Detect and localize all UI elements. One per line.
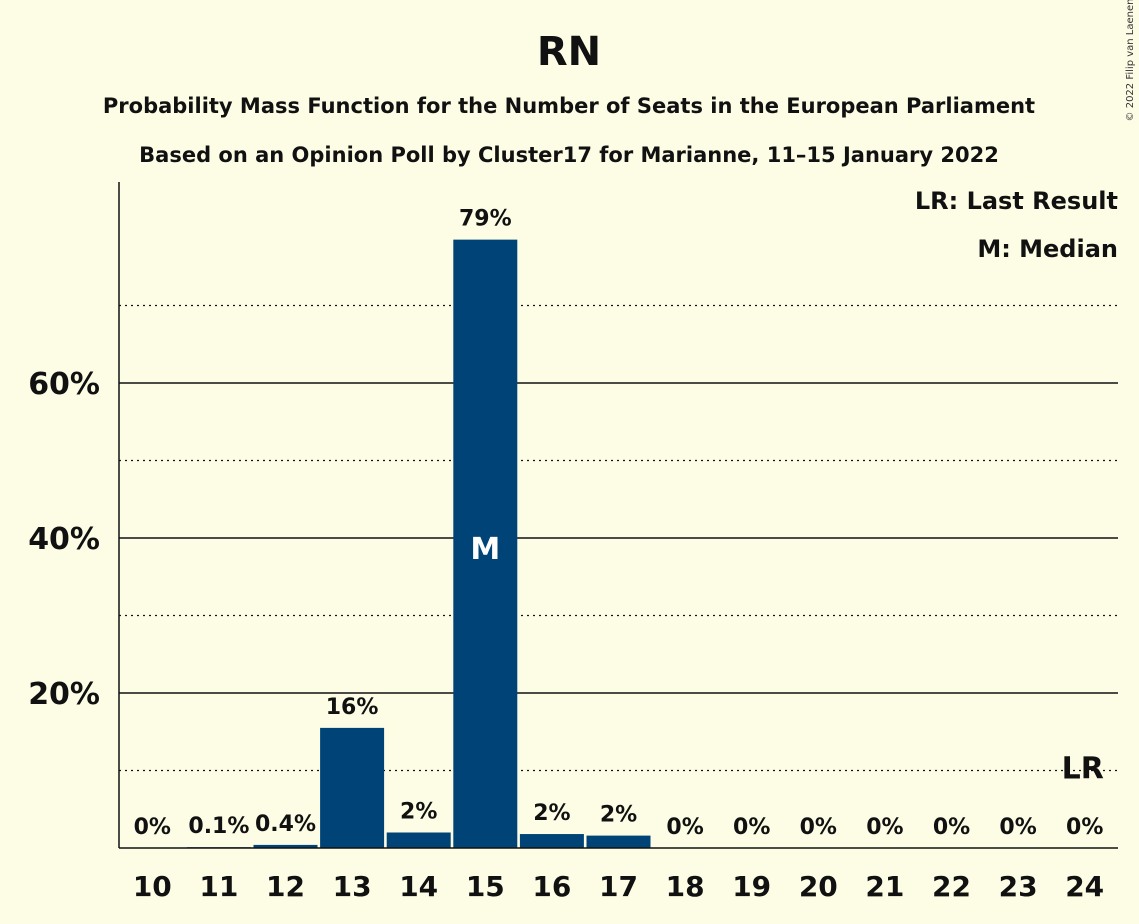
data-label-14: 2% <box>400 800 437 825</box>
bar-16 <box>519 834 584 848</box>
data-label-16: 2% <box>533 801 570 826</box>
data-label-17: 2% <box>600 803 637 828</box>
bars <box>186 239 651 848</box>
y-tick-label: 60% <box>28 367 100 402</box>
x-tick-label-18: 18 <box>666 870 705 903</box>
x-tick-label-16: 16 <box>532 870 571 903</box>
bar-17 <box>586 835 651 848</box>
bar-14 <box>386 832 451 848</box>
x-tick-label-23: 23 <box>999 870 1038 903</box>
data-label-20: 0% <box>800 815 837 840</box>
x-tick-label-10: 10 <box>133 870 172 903</box>
last-result-marker: LR <box>1062 752 1104 787</box>
data-label-22: 0% <box>933 815 970 840</box>
data-label-24: 0% <box>1066 815 1103 840</box>
chart-title: RN <box>537 29 601 75</box>
bar-12 <box>253 844 318 848</box>
labels: 20% 40% 60% 0% 10 0.1% 11 0.4% 12 16% 13 2% 14 79% 15 M… <box>28 207 1104 903</box>
bar-13 <box>320 727 385 848</box>
x-tick-label-24: 24 <box>1065 870 1104 903</box>
data-label-15: 79% <box>459 207 512 232</box>
data-label-18: 0% <box>666 815 703 840</box>
x-tick-label-14: 14 <box>399 870 438 903</box>
data-label-10: 0% <box>134 815 171 840</box>
grid <box>119 304 1118 772</box>
y-tick-label: 40% <box>28 522 100 557</box>
data-label-12: 0.4% <box>255 812 316 837</box>
x-tick-label-15: 15 <box>466 870 505 903</box>
chart-subtitle: Probability Mass Function for the Number… <box>103 94 1035 118</box>
data-label-11: 0.1% <box>188 814 249 839</box>
legend-last-result: LR: Last Result <box>915 187 1118 215</box>
copyright-note: © 2022 Filip van Laenen <box>1125 0 1136 121</box>
data-label-21: 0% <box>866 815 903 840</box>
x-tick-label-20: 20 <box>799 870 838 903</box>
bar-15 <box>453 239 518 848</box>
median-marker: M <box>470 532 500 567</box>
y-tick-label: 20% <box>28 677 100 712</box>
data-label-23: 0% <box>999 815 1036 840</box>
x-tick-label-21: 21 <box>865 870 904 903</box>
legend-median: M: Median <box>977 235 1118 263</box>
x-tick-label-13: 13 <box>333 870 372 903</box>
chart-subtitle-2: Based on an Opinion Poll by Cluster17 fo… <box>139 143 999 167</box>
x-tick-label-19: 19 <box>732 870 771 903</box>
x-tick-label-11: 11 <box>199 870 238 903</box>
data-label-13: 16% <box>326 695 379 720</box>
x-tick-label-12: 12 <box>266 870 305 903</box>
x-tick-label-17: 17 <box>599 870 638 903</box>
data-label-19: 0% <box>733 815 770 840</box>
x-tick-label-22: 22 <box>932 870 971 903</box>
